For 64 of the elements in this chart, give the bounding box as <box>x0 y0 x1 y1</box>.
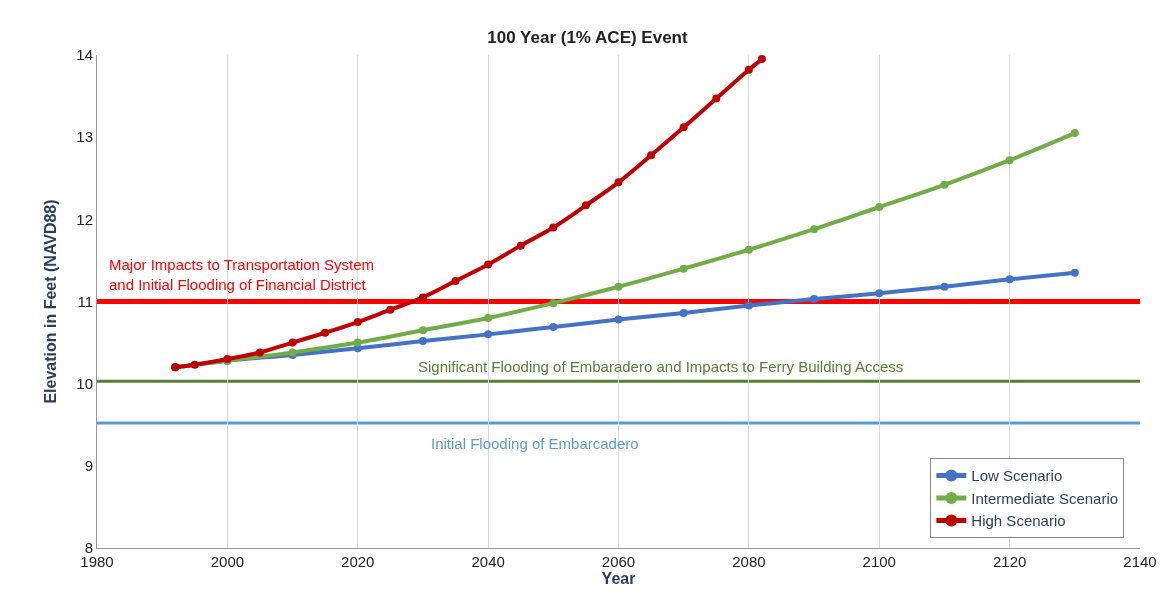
legend-label: High Scenario <box>971 512 1066 530</box>
point <box>451 276 460 285</box>
y-tick-label: 10 <box>76 374 93 392</box>
point <box>1070 129 1079 138</box>
point <box>353 338 362 347</box>
point <box>875 289 884 298</box>
point <box>810 295 819 304</box>
point <box>549 223 558 232</box>
point <box>679 264 688 273</box>
point <box>614 282 623 291</box>
point <box>679 123 688 132</box>
point <box>288 338 297 347</box>
point <box>484 260 493 269</box>
point <box>1070 268 1079 277</box>
y-tick-label: 9 <box>84 457 93 475</box>
point <box>940 282 949 291</box>
y-tick-label: 12 <box>76 210 93 228</box>
legend-label: Intermediate Scenario <box>971 489 1119 507</box>
point <box>321 328 330 337</box>
point <box>744 301 753 310</box>
x-tick-label: 2000 <box>210 553 245 570</box>
point <box>581 201 590 210</box>
point <box>484 330 493 339</box>
point <box>614 178 623 187</box>
point <box>744 65 753 74</box>
x-axis-title: Year <box>601 570 636 587</box>
x-tick-label: 2040 <box>471 553 505 570</box>
y-axis-title: Elevation in Feet (NAVD88) <box>42 199 60 404</box>
x-tick-label: 2140 <box>1123 553 1157 570</box>
point <box>353 318 362 327</box>
point <box>1005 156 1014 165</box>
x-tick-label: 2100 <box>862 553 896 570</box>
point <box>810 225 819 234</box>
point <box>418 336 427 345</box>
y-tick-label: 14 <box>76 46 93 64</box>
point <box>757 55 766 64</box>
x-tick-label: 2060 <box>601 553 636 570</box>
point <box>190 360 199 369</box>
point <box>386 305 395 314</box>
point <box>679 309 688 317</box>
x-tick-label: 2120 <box>992 553 1027 570</box>
point <box>484 313 493 322</box>
point <box>744 245 753 254</box>
x-tick-label: 2080 <box>732 553 766 570</box>
x-tick-label: 2020 <box>341 553 375 570</box>
point <box>549 322 558 331</box>
point <box>647 151 656 160</box>
point <box>516 241 525 250</box>
ref-line-label: Major Impacts to Transportation System and Initial Flooding of Financial District <box>109 256 375 293</box>
point <box>418 326 427 335</box>
point <box>549 299 558 308</box>
point <box>255 348 264 357</box>
y-tick-label: 13 <box>76 128 93 146</box>
point <box>875 203 884 212</box>
chart-title: 100 Year (1% ACE) Event <box>487 27 688 47</box>
point <box>614 315 623 324</box>
point <box>712 94 721 103</box>
point <box>418 293 427 302</box>
ref-line-label: Initial Flooding of Embarcadero <box>431 435 639 452</box>
ref-line-label: Significant Flooding of Embaradero and Impacts to Ferry Building Access <box>418 358 904 375</box>
point <box>940 180 949 189</box>
legend-label: Low Scenario <box>971 467 1063 485</box>
y-tick-label: 11 <box>77 292 93 310</box>
point <box>1005 275 1014 284</box>
